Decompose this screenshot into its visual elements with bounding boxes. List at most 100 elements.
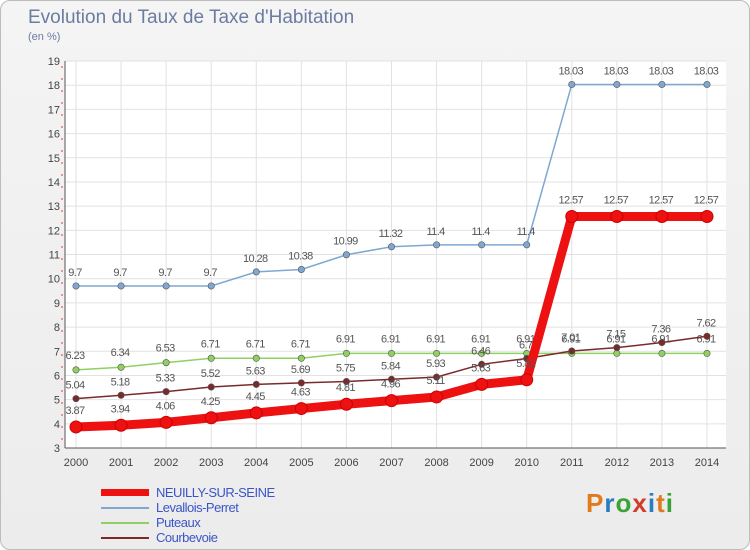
data-label: 5.82	[516, 358, 535, 370]
data-point	[658, 80, 666, 88]
data-point-neuilly	[475, 377, 489, 391]
legend-label: Levallois-Perret	[156, 500, 239, 515]
data-label: 4.25	[201, 396, 220, 408]
brand-letter: x	[632, 488, 648, 518]
data-point-neuilly	[114, 418, 128, 432]
brand-letter: o	[615, 488, 633, 518]
x-tick-label: 2009	[469, 457, 493, 469]
data-label: 6.71	[291, 338, 310, 350]
chart-subtitle: (en %)	[28, 31, 61, 43]
data-point	[433, 373, 441, 381]
x-tick-label: 2010	[514, 457, 538, 469]
data-point	[207, 282, 215, 290]
data-label: 5.63	[471, 362, 490, 374]
data-label: 6.34	[111, 347, 130, 359]
data-point	[162, 388, 170, 396]
data-label: 5.52	[201, 368, 220, 380]
data-label: 12.57	[604, 195, 629, 207]
data-label: 6.7	[519, 340, 533, 352]
data-label: 5.69	[291, 364, 310, 376]
data-point	[162, 282, 170, 290]
y-tick-label: 14	[48, 177, 60, 189]
data-label: 9.7	[68, 267, 82, 279]
x-tick-label: 2013	[650, 457, 674, 469]
data-point	[478, 349, 486, 357]
data-point	[297, 354, 305, 362]
data-label: 6.71	[246, 338, 265, 350]
y-tick-label: 17	[48, 104, 60, 116]
data-point	[387, 243, 395, 251]
data-point	[433, 241, 441, 249]
data-point-neuilly	[69, 420, 83, 434]
data-point	[703, 80, 711, 88]
brand-letter: r	[604, 488, 616, 518]
data-label: 7.01	[561, 332, 580, 344]
legend-label: Puteaux	[156, 515, 201, 530]
data-point-neuilly	[520, 373, 534, 387]
legend-label: Courbevoie	[156, 530, 218, 545]
data-point	[613, 80, 621, 88]
legend-swatch-puteaux	[101, 522, 149, 524]
data-label: 18.03	[694, 65, 719, 77]
data-label: 6.91	[561, 333, 580, 345]
data-label: 5.18	[111, 376, 130, 388]
legend-swatch-courbevoie	[101, 537, 149, 539]
data-label: 4.63	[291, 387, 310, 399]
data-point	[342, 251, 350, 259]
data-label: 6.53	[156, 343, 175, 355]
data-label: 18.03	[649, 65, 674, 77]
y-tick-label: 12	[48, 225, 60, 237]
data-point	[478, 360, 486, 368]
data-label: 10.38	[288, 250, 313, 262]
x-tick-label: 2002	[154, 457, 178, 469]
x-tick-label: 2012	[605, 457, 629, 469]
data-label: 5.93	[426, 358, 445, 370]
data-label: 9.7	[113, 267, 127, 279]
x-tick-label: 2001	[109, 457, 133, 469]
x-tick-label: 2005	[289, 457, 313, 469]
x-tick-label: 2004	[244, 457, 268, 469]
data-label: 9.7	[203, 267, 217, 279]
data-point-neuilly	[204, 411, 218, 425]
y-tick-label: 11	[49, 250, 60, 262]
brand-logo: Proxiti	[586, 488, 674, 519]
data-label: 6.23	[65, 350, 84, 362]
data-point	[72, 366, 80, 374]
data-label: 4.96	[381, 379, 400, 391]
data-label: 7.15	[606, 329, 625, 341]
y-tick-label: 19	[48, 56, 60, 68]
y-tick-label: 3	[54, 443, 60, 455]
x-tick-label: 2007	[379, 457, 403, 469]
data-point	[387, 349, 395, 357]
data-point	[523, 241, 531, 249]
data-label: 3.87	[65, 405, 84, 417]
data-label: 6.46	[471, 345, 490, 357]
data-label: 7.36	[651, 324, 670, 336]
data-point	[207, 383, 215, 391]
data-label: 7.62	[696, 317, 715, 329]
x-tick-label: 2014	[695, 457, 719, 469]
data-label: 11.32	[379, 228, 403, 240]
chart-title: Evolution du Taux de Taxe d'Habitation	[28, 7, 355, 28]
data-label: 5.63	[246, 365, 265, 377]
y-tick-label: 7	[54, 346, 60, 358]
data-label: 10.28	[243, 253, 268, 265]
data-point	[207, 354, 215, 362]
data-label: 9.7	[158, 267, 172, 279]
data-point	[658, 349, 666, 357]
data-point-neuilly	[294, 402, 308, 416]
data-point-neuilly	[700, 210, 714, 224]
brand-letter: i	[647, 488, 657, 518]
data-point	[658, 339, 666, 347]
data-label: 4.81	[336, 382, 355, 394]
data-point	[342, 377, 350, 385]
y-tick-label: 15	[48, 153, 60, 165]
data-point	[252, 354, 260, 362]
y-tick-label: 6	[54, 370, 60, 382]
data-point-neuilly	[385, 394, 398, 408]
data-point	[613, 344, 621, 352]
data-label: 4.45	[246, 391, 265, 403]
data-label: 3.94	[111, 403, 130, 415]
